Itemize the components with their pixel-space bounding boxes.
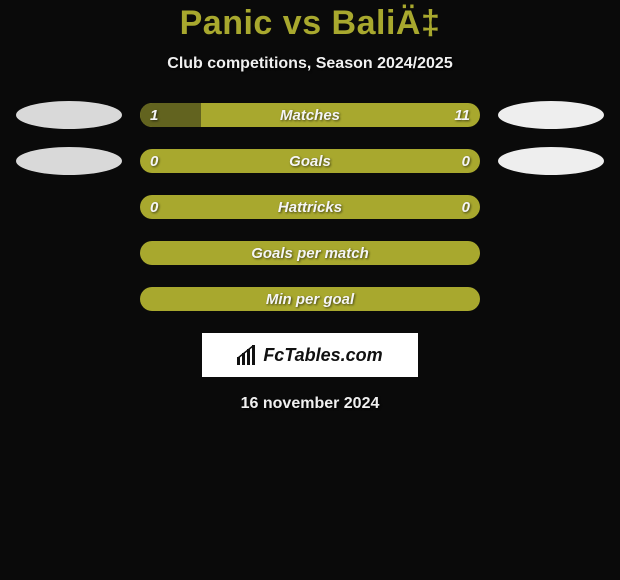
- oval-spacer: [498, 285, 604, 313]
- stat-label: Goals: [140, 149, 480, 173]
- stat-row: Min per goal: [0, 287, 620, 311]
- stat-label: Goals per match: [140, 241, 480, 265]
- stat-bar: Goals per match: [140, 241, 480, 265]
- infographic-root: Panic vs BaliÄ‡ Club competitions, Seaso…: [0, 0, 620, 580]
- stat-bar: 111Matches: [140, 103, 480, 127]
- logo-box: FcTables.com: [202, 333, 418, 377]
- stat-label: Matches: [140, 103, 480, 127]
- stat-row: 00Hattricks: [0, 195, 620, 219]
- stat-row: Goals per match: [0, 241, 620, 265]
- oval-spacer: [16, 239, 122, 267]
- oval-spacer: [16, 285, 122, 313]
- stat-row: 00Goals: [0, 149, 620, 173]
- chart-icon: [237, 345, 259, 365]
- stat-label: Hattricks: [140, 195, 480, 219]
- player-left-oval: [16, 101, 122, 129]
- subtitle: Club competitions, Season 2024/2025: [0, 55, 620, 73]
- page-title: Panic vs BaliÄ‡: [0, 4, 620, 43]
- player-right-oval: [498, 147, 604, 175]
- oval-spacer: [498, 239, 604, 267]
- logo-text: FcTables.com: [263, 345, 382, 366]
- oval-spacer: [16, 193, 122, 221]
- stat-row: 111Matches: [0, 103, 620, 127]
- player-right-oval: [498, 101, 604, 129]
- oval-spacer: [498, 193, 604, 221]
- stats-rows: 111Matches 00Goals 00Hattricks Goals per ma…: [0, 103, 620, 311]
- footer-date: 16 november 2024: [0, 395, 620, 413]
- stat-bar: 00Hattricks: [140, 195, 480, 219]
- stat-label: Min per goal: [140, 287, 480, 311]
- stat-bar: Min per goal: [140, 287, 480, 311]
- player-left-oval: [16, 147, 122, 175]
- stat-bar: 00Goals: [140, 149, 480, 173]
